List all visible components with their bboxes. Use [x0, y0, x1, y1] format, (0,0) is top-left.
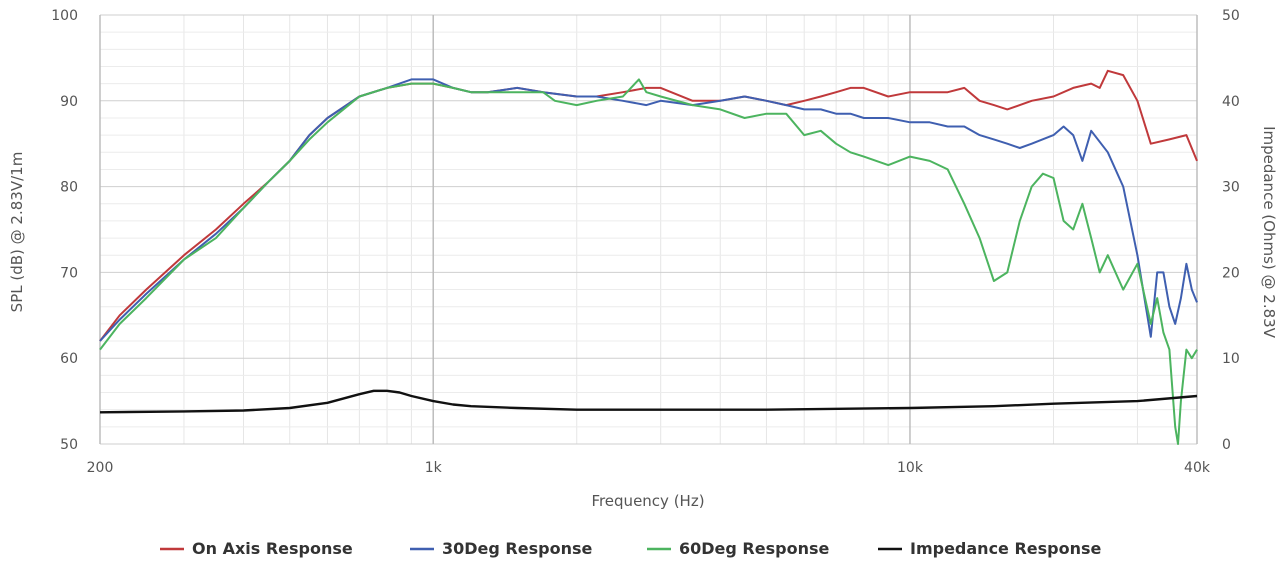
y-left-tick-label: 70	[60, 265, 78, 281]
y-right-tick-label: 40	[1222, 94, 1240, 110]
y-right-tick-label: 10	[1222, 351, 1240, 367]
x-tick-label: 10k	[897, 460, 924, 476]
x-tick-label: 40k	[1184, 460, 1211, 476]
x-tick-label: 1k	[425, 460, 443, 476]
series-line-60deg-response	[99, 78, 1198, 445]
y-right-tick-label: 30	[1222, 180, 1240, 196]
x-axis-title: Frequency (Hz)	[591, 492, 704, 510]
y-right-axis-title: Impedance (Ohms) @ 2.83V	[1260, 126, 1278, 339]
legend: On Axis Response 30Deg Response 60Deg Resp…	[160, 539, 1102, 558]
y-left-axis-ticks: 50 60 70 80 90 100	[51, 8, 78, 453]
y-left-tick-label: 100	[51, 8, 78, 24]
x-axis-ticks: 200 1k 10k 40k	[87, 460, 1211, 476]
y-left-axis-title: SPL (dB) @ 2.83V/1m	[8, 152, 26, 313]
legend-label-on-axis-response: On Axis Response	[192, 539, 353, 558]
legend-label-30deg-response: 30Deg Response	[442, 539, 592, 558]
series-line-30deg-response	[99, 78, 1198, 342]
y-right-axis-ticks: 0 10 20 30 40 50	[1222, 8, 1240, 453]
y-right-tick-label: 0	[1222, 437, 1231, 453]
y-left-tick-label: 60	[60, 351, 78, 367]
y-right-tick-label: 50	[1222, 8, 1240, 24]
y-left-tick-label: 80	[60, 180, 78, 196]
y-left-tick-label: 90	[60, 94, 78, 110]
legend-label-impedance-response: Impedance Response	[910, 539, 1102, 558]
grid-lines	[99, 14, 1198, 445]
y-right-tick-label: 20	[1222, 265, 1240, 281]
x-tick-label: 200	[87, 460, 114, 476]
series-lines	[99, 69, 1198, 445]
legend-label-60deg-response: 60Deg Response	[679, 539, 829, 558]
series-line-impedance-response	[99, 389, 1198, 414]
y-left-tick-label: 50	[60, 437, 78, 453]
series-line-on-axis-response	[99, 69, 1198, 342]
